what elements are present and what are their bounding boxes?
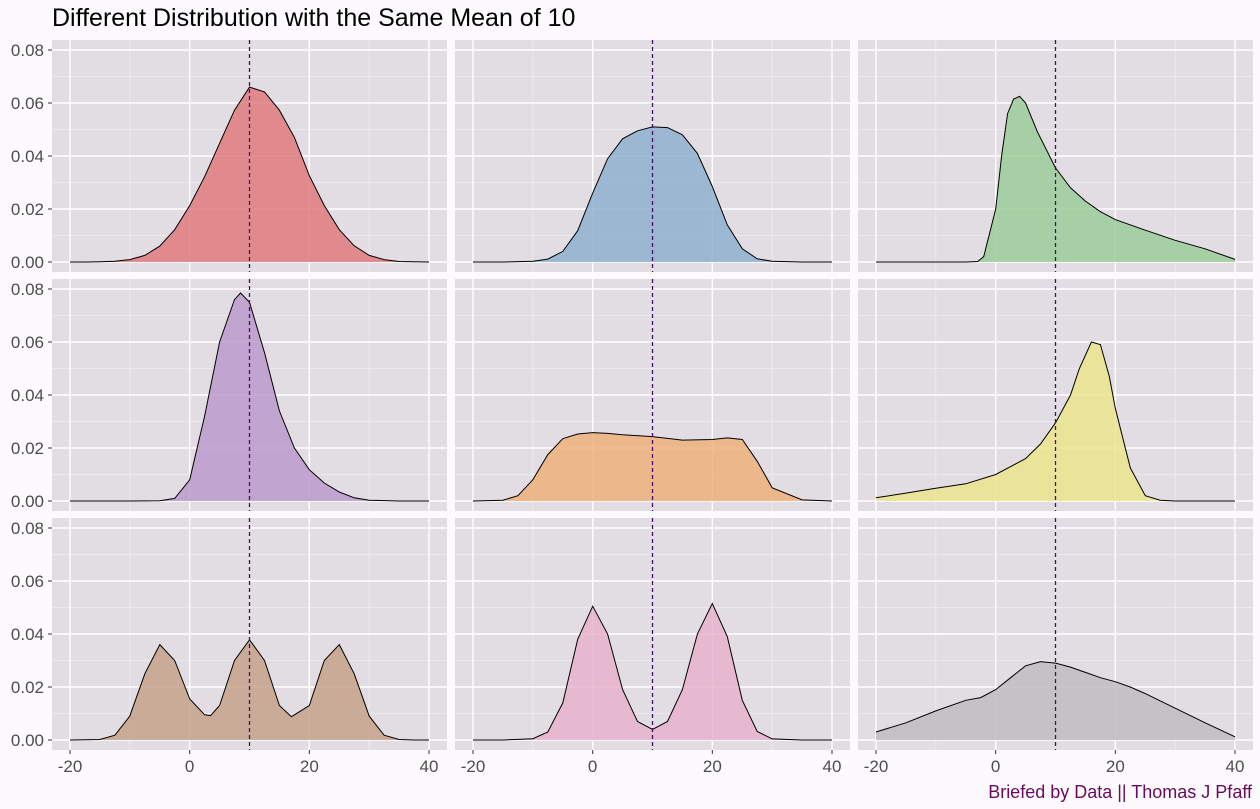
x-tick-label: 0 [588, 757, 597, 776]
facet-panel-8 [455, 518, 850, 750]
density-area [473, 432, 832, 501]
facet-panel-2 [455, 40, 850, 272]
facet-panel-4 [52, 279, 447, 511]
density-line [70, 86, 430, 263]
y-tick-label: 0.06 [11, 572, 44, 591]
x-tick-label: 40 [420, 757, 439, 776]
facet-panel-9 [858, 518, 1253, 750]
y-tick-label: 0.04 [11, 386, 44, 405]
x-tick-label: 0 [185, 757, 194, 776]
density-line [875, 341, 1235, 502]
facet-panel-7 [52, 518, 447, 750]
y-tick-label: 0.06 [11, 333, 44, 352]
facet-panel-3 [858, 40, 1253, 272]
density-line [472, 432, 833, 502]
x-tick-label: 40 [1226, 757, 1245, 776]
x-tick-label: 0 [991, 757, 1000, 776]
y-tick-label: 0.00 [11, 253, 44, 272]
x-tick-label: -20 [864, 757, 889, 776]
density-line [875, 661, 1236, 738]
y-tick-label: 0.04 [11, 147, 44, 166]
density-area [473, 603, 832, 740]
density-area [876, 96, 1235, 263]
density-line [876, 95, 1236, 263]
chart-title: Different Distribution with the Same Mea… [52, 4, 576, 32]
facet-panel-5 [455, 279, 850, 511]
x-tick-label: 20 [1106, 757, 1125, 776]
y-tick-label: 0.06 [11, 94, 44, 113]
y-tick-label: 0.00 [11, 731, 44, 750]
y-tick-label: 0.08 [11, 280, 44, 299]
x-tick-label: 20 [703, 757, 722, 776]
y-tick-label: 0.08 [11, 519, 44, 538]
y-tick-label: 0.08 [11, 41, 44, 60]
y-tick-label: 0.02 [11, 678, 44, 697]
x-tick-label: 20 [300, 757, 319, 776]
chart-caption: Briefed by Data || Thomas J Pfaff [988, 782, 1252, 802]
y-tick-label: 0.02 [11, 200, 44, 219]
x-tick-label: 40 [823, 757, 842, 776]
y-tick-label: 0.00 [11, 492, 44, 511]
y-tick-label: 0.04 [11, 625, 44, 644]
y-tick-label: 0.02 [11, 439, 44, 458]
facet-panel-1 [52, 40, 447, 272]
facet-panel-6 [858, 279, 1253, 511]
x-tick-label: -20 [461, 757, 486, 776]
density-area [70, 293, 429, 501]
x-tick-label: -20 [58, 757, 83, 776]
